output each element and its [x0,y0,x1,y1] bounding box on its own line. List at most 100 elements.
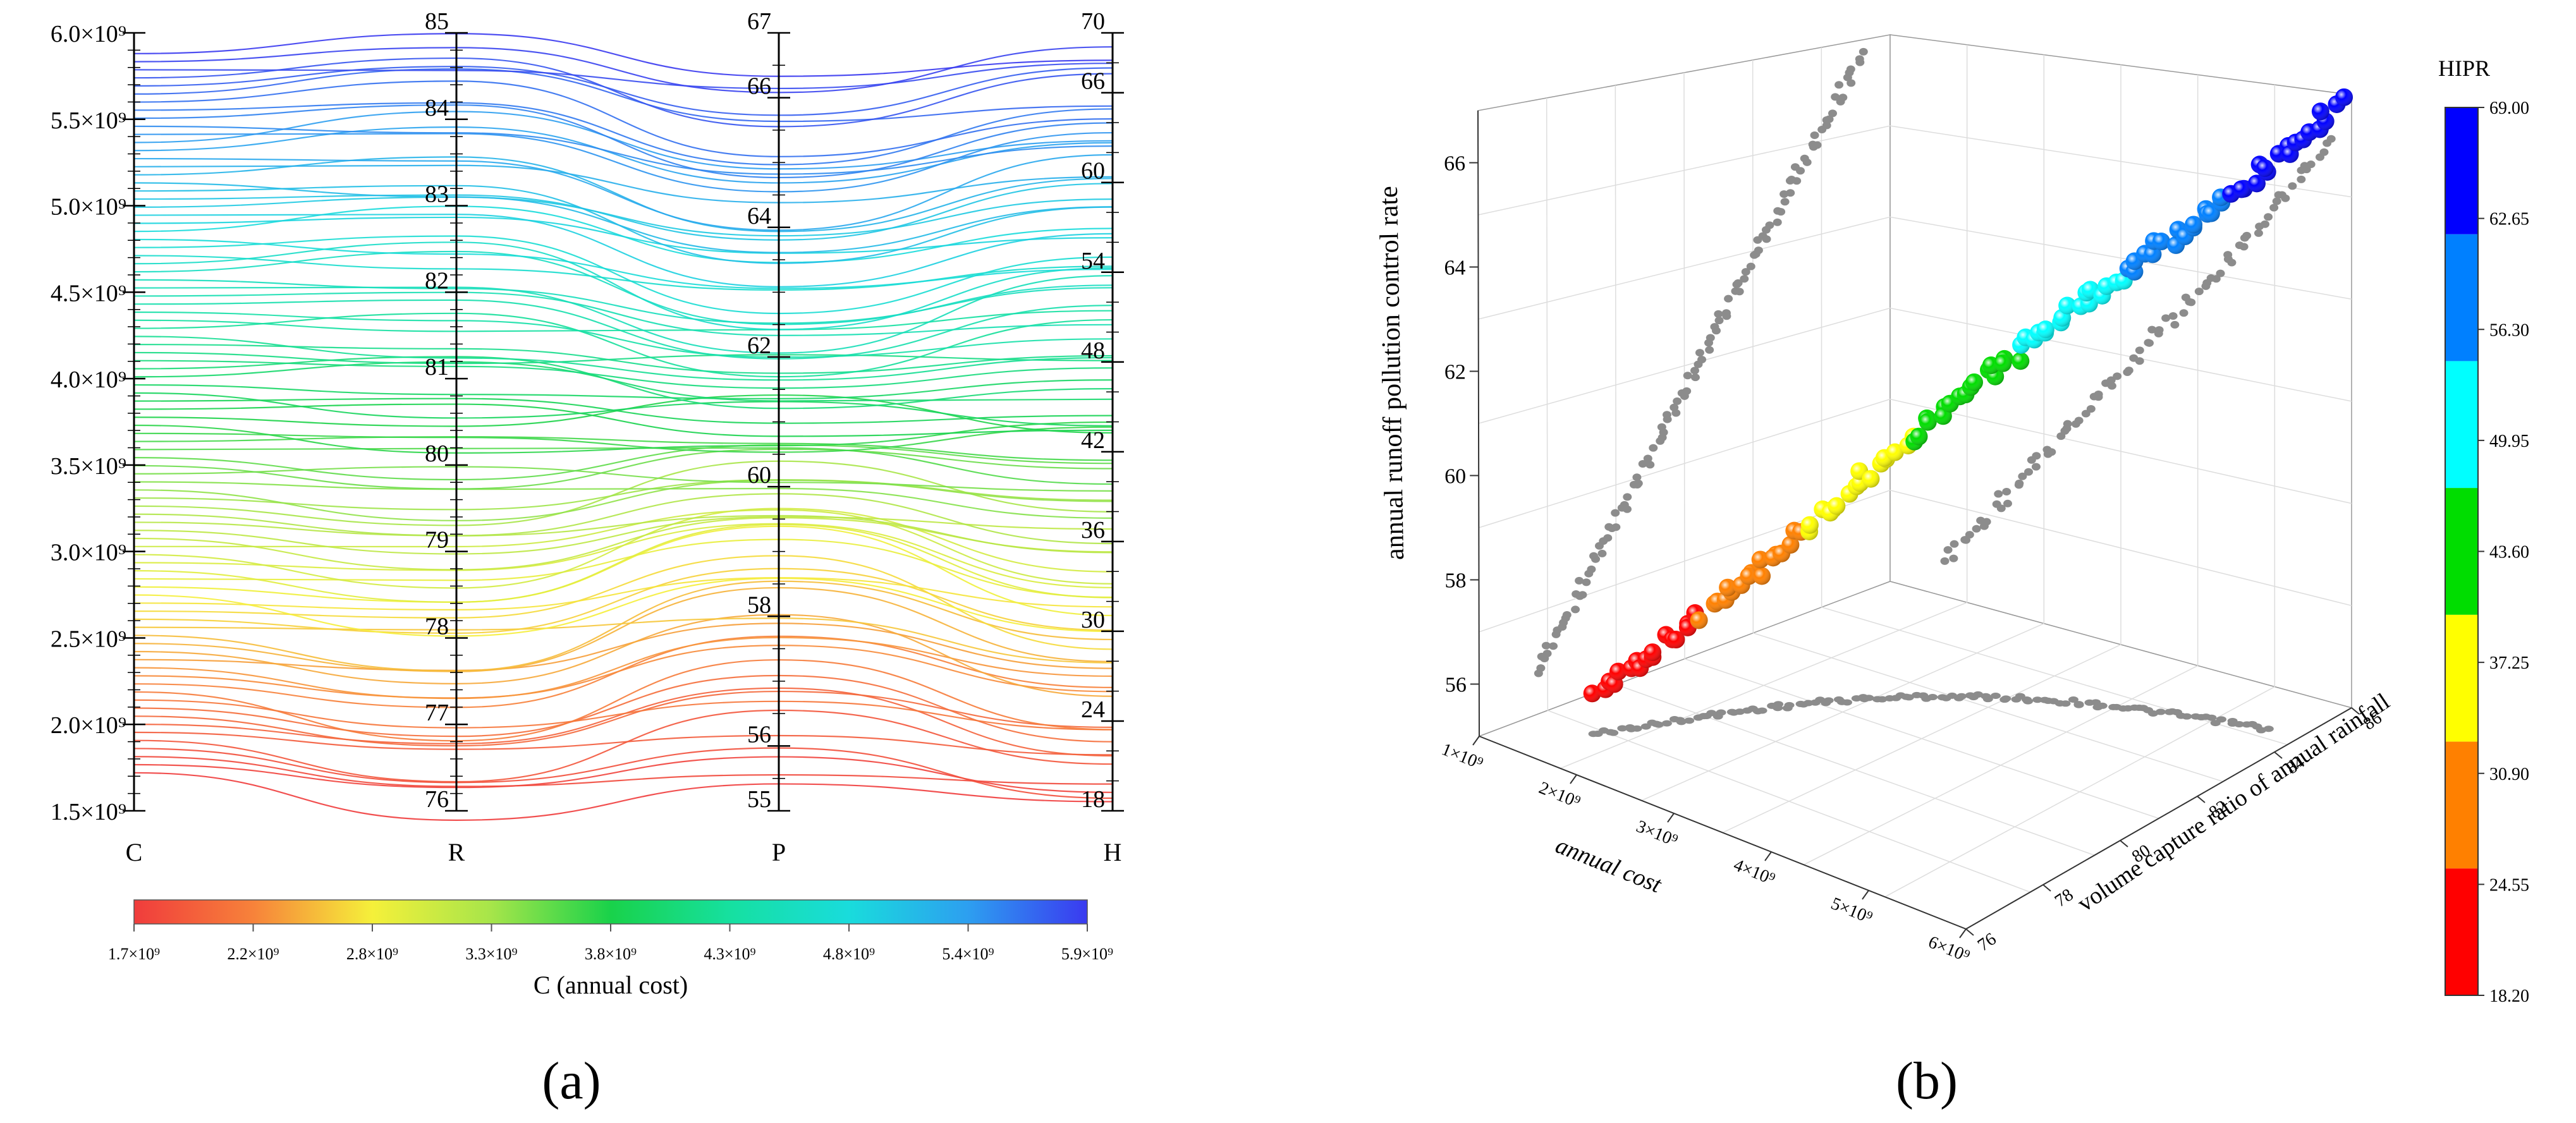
axis-tick-label: 1.5×10⁹ [51,799,126,825]
projection-point [1643,454,1652,463]
legend-tick-label: 62.65 [2489,210,2529,229]
axis-tick-label: 2.0×10⁹ [51,712,126,739]
3d-box [1477,34,2353,930]
projection-point [2107,382,2116,390]
projection-point [1653,721,1664,728]
x-axis-line [1479,736,1967,930]
legend-title: HIPR [2438,56,2490,81]
axis-tick-label: 54 [1081,248,1105,274]
parallel-coordinates-panel: 1.5×10⁹ 2.0×10⁹ 2.5×10⁹ 3.0×10⁹ 3.5×10⁹ 4.0×1… [51,8,1124,1110]
data-sphere [2152,233,2170,251]
projection-point [1746,262,1755,270]
grid-line [1478,216,2352,320]
colorbar-tick-label: 3.8×10⁹ [585,945,637,963]
sphere-shade [1753,567,1771,585]
projection-point [1582,578,1591,586]
projection-point [1762,235,1771,243]
projection-point [2185,298,2194,306]
projection-point [2094,390,2103,398]
data-line [133,235,1113,315]
data-line [133,125,1113,175]
data-line [133,182,1113,253]
data-line [133,523,1113,588]
data-sphere [1994,354,2012,372]
projection-point [1608,729,1619,736]
data-line [133,360,1113,389]
projection-point [1617,725,1628,732]
projection-point [1706,334,1715,342]
data-line [133,164,1113,203]
projection-point [1578,591,1587,599]
data-line [133,731,1113,756]
y-tick [2274,751,2283,759]
projection-point [1796,167,1805,175]
data-sphere [2335,88,2353,106]
data-line [133,687,1113,757]
x-tick-label: 1×10⁹ [1439,739,1486,774]
projection-point [1943,546,1953,554]
axis-tick-label: 66 [1081,68,1105,95]
projection-point [2097,702,2108,709]
projection-point [1859,47,1868,56]
projection-point [1784,701,1795,708]
data-line [133,241,1113,331]
colorbar-tick-label: 2.8×10⁹ [346,945,398,963]
projection-point [1735,288,1744,296]
sphere-shade [1800,516,1819,534]
projection-point [2113,372,2122,380]
data-line [133,126,1113,184]
data-line [133,617,1113,664]
panel-label-b: (b) [1896,1052,1958,1110]
x-tick [1862,890,1869,900]
data-line [133,63,1113,90]
projection-point [2074,416,2084,425]
data-line [133,479,1113,521]
projection-point [1800,154,1809,162]
projection-point [2081,410,2091,418]
data-line [133,756,1113,793]
z-tick-label: 62 [1444,361,1466,384]
projection-point [1994,490,2003,498]
axis-tick-label: 42 [1081,427,1105,454]
projection-point [1927,694,1938,701]
data-sphere [2232,180,2250,198]
axis-tick-label: 56 [747,721,771,748]
sphere-shade [1919,413,1937,431]
data-sphere [1965,373,1983,391]
colorbar-tick-label: 4.3×10⁹ [704,945,755,963]
projection-point [1589,552,1599,560]
axis-tick-label: 24 [1081,696,1105,723]
projection-point [2272,197,2281,205]
data-line [133,538,1113,598]
projection-point [1877,696,1888,703]
projection-point [1695,349,1704,357]
data-line [133,344,1113,374]
x-tick [1667,813,1675,823]
data-sphere [2011,352,2030,370]
projection-point [1740,275,1749,283]
data-line [133,398,1113,424]
legend-tick-label: 69.00 [2489,99,2529,118]
axis-tick-label: 5.5×10⁹ [51,107,126,134]
data-line [133,516,1113,555]
sphere-shade [2256,159,2274,178]
data-line [133,102,1113,166]
z-tick-label: 64 [1444,257,1466,280]
data-line [133,214,1113,288]
legend-block [2445,741,2478,869]
data-line [133,466,1113,492]
data-sphere [1609,662,1627,681]
sphere-shade [2058,296,2077,315]
data-sphere [2058,296,2077,315]
projection-point [1690,373,1700,382]
projection-point [1549,642,1558,650]
projection-point [2023,698,2034,705]
projection-point [1584,569,1594,578]
projection-point [1611,523,1621,531]
axis-tick-label: 79 [425,527,449,554]
projection-point [2211,275,2221,283]
projection-point [2254,229,2263,237]
data-line [133,577,1113,610]
sphere-shade [1994,354,2012,372]
data-line [133,523,1113,603]
